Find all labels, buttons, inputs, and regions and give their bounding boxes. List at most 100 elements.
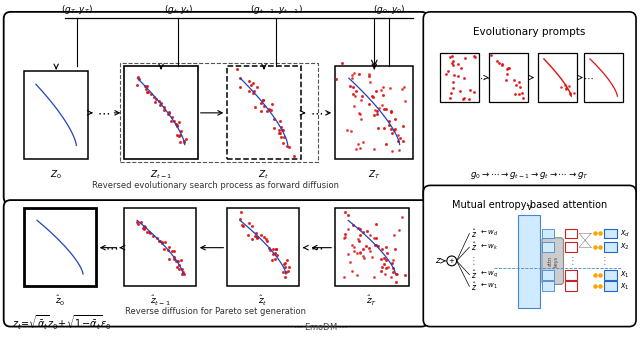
Point bbox=[179, 271, 189, 277]
Point bbox=[371, 221, 381, 226]
Point bbox=[392, 271, 403, 277]
Point bbox=[589, 244, 600, 250]
Point bbox=[371, 235, 381, 240]
Bar bbox=[566, 270, 577, 280]
Point bbox=[503, 66, 513, 71]
Bar bbox=[489, 53, 528, 102]
Point bbox=[348, 85, 358, 90]
Point bbox=[448, 62, 458, 68]
Point bbox=[282, 143, 292, 148]
Point bbox=[278, 127, 288, 132]
Point bbox=[565, 91, 575, 97]
Bar bbox=[440, 53, 479, 102]
Point bbox=[257, 98, 268, 103]
Point bbox=[358, 139, 368, 145]
Point bbox=[252, 85, 262, 90]
Point bbox=[140, 224, 150, 230]
Point bbox=[280, 265, 290, 270]
Bar bbox=[604, 281, 618, 291]
Point bbox=[502, 71, 513, 77]
Point bbox=[250, 104, 260, 110]
FancyBboxPatch shape bbox=[4, 12, 428, 204]
Point bbox=[385, 85, 395, 90]
Point bbox=[173, 258, 183, 263]
Point bbox=[388, 257, 398, 263]
Text: $\leftarrow w_k$: $\leftarrow w_k$ bbox=[479, 242, 499, 252]
Point bbox=[447, 53, 458, 59]
Point bbox=[175, 258, 186, 263]
Point bbox=[280, 260, 291, 266]
Point bbox=[460, 56, 470, 61]
Text: $\cdots$: $\cdots$ bbox=[105, 241, 118, 254]
Point bbox=[369, 242, 380, 247]
Text: $g_0 \to \cdots \to g_{t-1} \to g_t \to \cdots \to g_T$: $g_0 \to \cdots \to g_{t-1} \to g_t \to … bbox=[470, 170, 589, 181]
Point bbox=[376, 269, 386, 274]
Point bbox=[386, 126, 396, 132]
Point bbox=[355, 232, 365, 238]
Point bbox=[275, 118, 285, 124]
Text: $\cdots$: $\cdots$ bbox=[310, 106, 323, 119]
Point bbox=[348, 248, 358, 253]
Bar bbox=[566, 242, 577, 252]
Text: $(g_T, y_T)$: $(g_T, y_T)$ bbox=[61, 3, 93, 16]
Point bbox=[397, 138, 408, 144]
Text: $\vdots$: $\vdots$ bbox=[599, 254, 606, 267]
Point bbox=[381, 265, 391, 270]
Point bbox=[156, 100, 166, 105]
Point bbox=[164, 244, 174, 250]
Point bbox=[150, 97, 161, 102]
Point bbox=[389, 116, 399, 121]
Point bbox=[440, 71, 451, 76]
Point bbox=[561, 86, 572, 91]
Point bbox=[337, 60, 347, 65]
Point bbox=[350, 93, 360, 99]
Point bbox=[514, 92, 524, 97]
Point bbox=[271, 246, 282, 251]
Point bbox=[399, 84, 410, 89]
Text: $\vdots$: $\vdots$ bbox=[468, 254, 475, 267]
Point bbox=[278, 140, 288, 145]
Point bbox=[362, 228, 372, 233]
Point bbox=[394, 132, 404, 137]
Point bbox=[264, 245, 275, 250]
Point bbox=[258, 97, 268, 102]
Point bbox=[284, 144, 294, 150]
Point bbox=[369, 235, 379, 241]
Point bbox=[355, 250, 365, 255]
Point bbox=[351, 250, 362, 256]
Text: $Z_T$: $Z_T$ bbox=[368, 169, 381, 181]
Point bbox=[508, 77, 518, 83]
Point bbox=[133, 74, 143, 79]
Text: $x_d$: $x_d$ bbox=[620, 228, 630, 239]
Point bbox=[394, 227, 404, 233]
Point bbox=[448, 79, 458, 84]
Point bbox=[248, 80, 259, 86]
Point bbox=[260, 236, 271, 241]
Point bbox=[378, 93, 388, 98]
Point bbox=[377, 264, 387, 270]
Point bbox=[154, 98, 164, 103]
Point bbox=[383, 118, 394, 123]
Text: $\cdots$: $\cdots$ bbox=[310, 241, 323, 254]
Point bbox=[152, 235, 163, 240]
Bar bbox=[24, 71, 88, 159]
Point bbox=[349, 103, 359, 109]
Text: $+$: $+$ bbox=[448, 256, 455, 265]
Point bbox=[371, 107, 381, 113]
Point bbox=[395, 135, 405, 141]
Point bbox=[444, 95, 454, 101]
Point bbox=[452, 61, 463, 66]
Point bbox=[339, 274, 349, 280]
Point bbox=[268, 252, 278, 257]
Text: $\hat{z}$: $\hat{z}$ bbox=[471, 227, 477, 240]
Point bbox=[346, 128, 356, 134]
Point bbox=[355, 251, 365, 256]
Point bbox=[464, 96, 474, 102]
Point bbox=[561, 87, 572, 92]
Bar bbox=[566, 281, 577, 291]
Point bbox=[255, 108, 266, 114]
Point bbox=[134, 76, 145, 82]
Point bbox=[269, 116, 279, 121]
Point bbox=[154, 238, 164, 243]
Point bbox=[246, 236, 257, 241]
